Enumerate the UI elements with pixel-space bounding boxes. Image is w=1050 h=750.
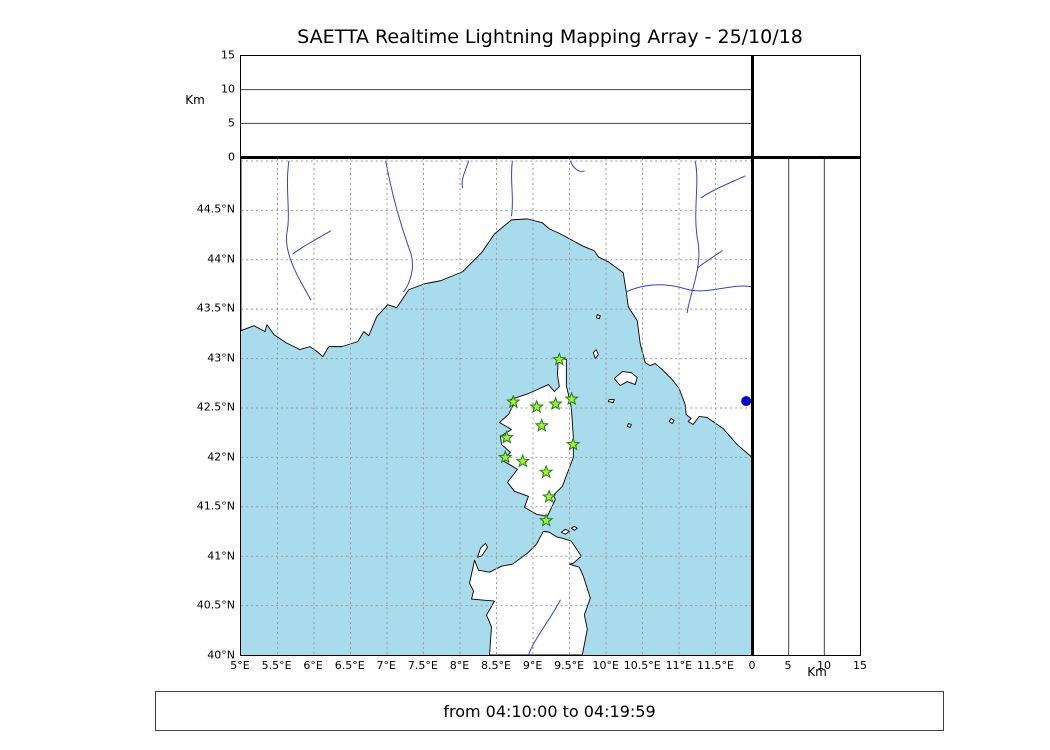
map-grid [241, 158, 752, 655]
river [292, 230, 332, 255]
lat-tick-label: 43.5°N [196, 301, 235, 315]
altitude-tick-label: 5 [228, 116, 235, 130]
time-range-box: from 04:10:00 to 04:19:59 [155, 691, 944, 731]
lon-tick-label: 5°E [230, 659, 250, 672]
lat-tick-label: 41°N [207, 549, 235, 563]
time-range-text: from 04:10:00 to 04:19:59 [443, 701, 656, 721]
lma-station-marker [529, 399, 544, 414]
rivers-group [285, 160, 752, 655]
figure-title: SAETTA Realtime Lightning Mapping Array … [297, 26, 803, 48]
lon-tick-label: 8.5°E [481, 659, 511, 672]
river [686, 160, 700, 314]
lon-tick-label: 11°E [665, 659, 693, 672]
river [510, 160, 513, 217]
km-tick-label: 0 [748, 659, 756, 672]
land-group [241, 158, 752, 655]
lon-tick-label: 6.5°E [334, 659, 365, 672]
lma-station-marker [552, 351, 567, 366]
corsica-island [499, 357, 574, 517]
lma-station-marker [498, 449, 513, 464]
lma-station-marker [534, 418, 549, 432]
river [461, 160, 470, 189]
lon-tick-label: 5.5°E [261, 659, 292, 672]
plan-view-map [241, 158, 752, 655]
lma-station-marker [505, 394, 521, 409]
river [697, 250, 723, 269]
altitude-tick-label: 0 [228, 150, 235, 164]
lat-tick-label: 42.5°N [196, 400, 235, 414]
altitude-axis-label: Km [185, 93, 205, 107]
lat-tick-label: 40°N [207, 648, 235, 662]
lma-station-marker [515, 453, 530, 468]
altitude-latitude-plot [788, 158, 825, 655]
lma-station-marker [538, 464, 554, 479]
elba-island [613, 371, 638, 386]
lat-tick-label: 42°N [207, 450, 235, 464]
km-tick-label: 10 [817, 659, 831, 672]
km-tick-label: 5 [784, 659, 792, 672]
altitude-histogram-panel [752, 55, 861, 158]
river [569, 160, 585, 172]
lma-station-marker [499, 430, 514, 444]
km-tick-label: 15 [853, 659, 867, 672]
lightning-sources [741, 396, 752, 407]
river [385, 160, 414, 293]
altitude-tick-label: 10 [221, 82, 235, 96]
lon-tick-label: 10.5°E [623, 659, 661, 672]
lightning-source-dot [741, 396, 752, 407]
giglio-island [668, 418, 675, 424]
km-axis-label: Km [807, 665, 827, 679]
river [527, 599, 561, 655]
station-markers [498, 351, 581, 527]
panel-separator-horizontal [240, 156, 861, 159]
lon-tick-label: 8°E [449, 659, 470, 672]
lat-tick-label: 40.5°N [196, 598, 235, 612]
gorgona-island [595, 314, 601, 320]
lon-tick-label: 7.5°E [407, 659, 438, 672]
lat-tick-label: 41.5°N [196, 499, 235, 513]
lon-tick-label: 6°E [303, 659, 323, 672]
lma-station-marker [541, 489, 557, 504]
capraia-island [592, 349, 599, 360]
lma-station-marker [548, 396, 563, 411]
river [625, 284, 752, 293]
lma-station-marker [564, 391, 579, 406]
lma-station-marker [565, 436, 581, 451]
altitude-tick-label: 15 [221, 48, 235, 62]
river [700, 175, 746, 199]
lon-tick-label: 9°E [522, 659, 543, 672]
maddalena-island [560, 528, 570, 535]
lat-tick-label: 43°N [207, 351, 235, 365]
lat-tick-label: 44.5°N [196, 202, 235, 216]
sardinia-island [469, 530, 591, 655]
mainland-coastline [241, 158, 752, 458]
map-panel [240, 157, 753, 656]
panel-separator-vertical [751, 55, 754, 656]
altitude-longitude-plot [241, 89, 752, 124]
lat-tick-label: 44°N [207, 252, 235, 266]
lon-tick-label: 10°E [592, 659, 619, 672]
montecristo-island [626, 423, 632, 428]
lon-tick-label: 11.5°E [696, 659, 734, 672]
altitude-longitude-panel [240, 55, 753, 158]
maddalena-island [570, 525, 578, 531]
river [285, 160, 312, 301]
lon-tick-label: 7°E [376, 659, 397, 672]
lma-station-marker [538, 513, 554, 527]
pianosa-island [607, 399, 615, 403]
lon-tick-label: 9.5°E [554, 659, 585, 672]
altitude-latitude-panel [752, 157, 861, 656]
